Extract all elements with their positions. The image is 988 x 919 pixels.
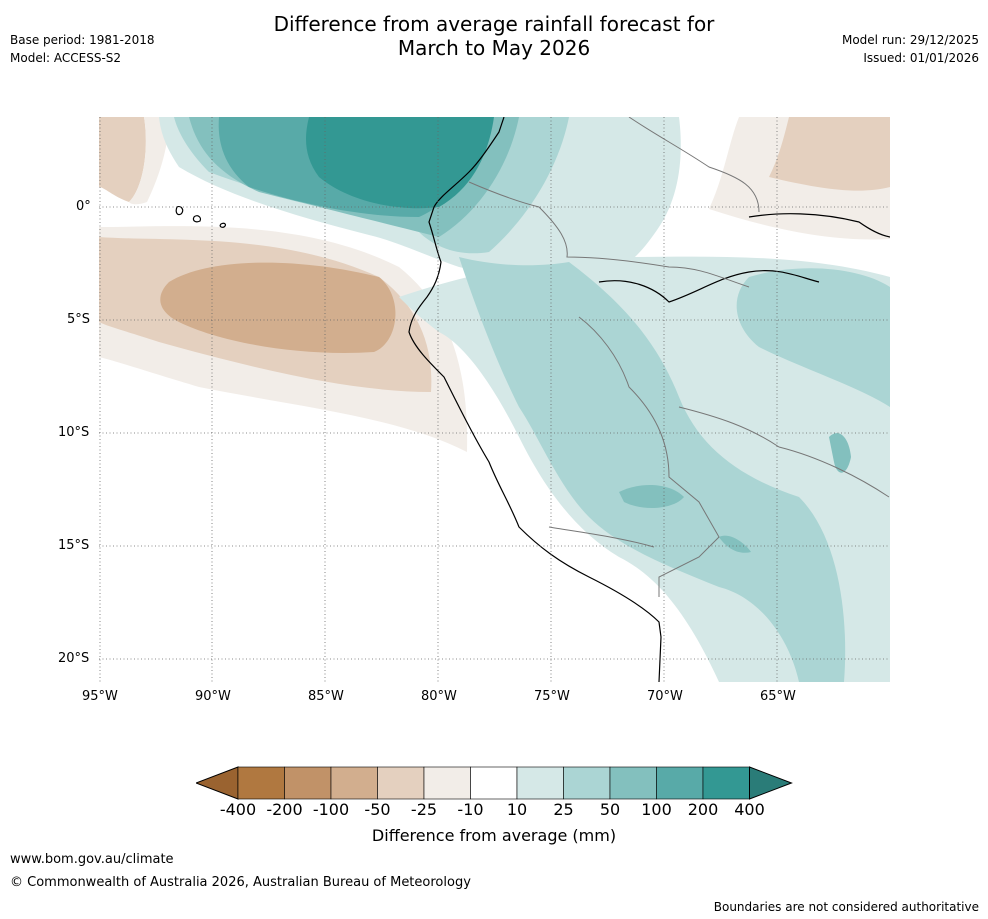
colorbar-tick-label: -100: [312, 800, 350, 819]
issued-date: Issued: 01/01/2026: [863, 51, 979, 65]
boundary-disclaimer: Boundaries are not considered authoritat…: [713, 900, 979, 914]
colorbar-swatch: [470, 766, 518, 800]
dry-region-northwest-light: [129, 117, 169, 205]
colorbar-swatch: [377, 766, 425, 800]
colorbar-swatch: [516, 766, 564, 800]
colorbar-swatch: [702, 766, 750, 800]
colorbar-extend-high: [749, 766, 793, 800]
colorbar-tick-label: 100: [641, 800, 672, 819]
title-line-2: March to May 2026: [397, 36, 591, 60]
lon-label-90w: 90°W: [195, 689, 231, 704]
colorbar: [196, 766, 793, 800]
lon-label-70w: 70°W: [647, 689, 683, 704]
model-run: Model run: 29/12/2025: [841, 33, 979, 47]
dry-region-northeast: [769, 117, 890, 191]
graticule: [99, 117, 890, 682]
wet-region-patch-2: [829, 433, 851, 473]
colorbar-swatch: [563, 766, 611, 800]
colorbar-tick-label: -400: [219, 800, 257, 819]
colorbar-swatch: [656, 766, 704, 800]
base-period: Base period: 1981-2018: [10, 33, 155, 47]
colorbar-tick-label: -25: [410, 800, 438, 819]
lon-label-85w: 85°W: [308, 689, 344, 704]
colorbar-swatch: [609, 766, 657, 800]
dry-region-strong: [160, 262, 396, 353]
page-title: Difference from average rainfall forecas…: [0, 12, 988, 60]
colorbar-label: Difference from average (mm): [371, 826, 617, 845]
coastline-amazon-river: [598, 270, 820, 303]
country-borders: [468, 117, 890, 597]
wet-region-patch-3: [719, 535, 751, 553]
coastline-caribbean: [748, 213, 890, 238]
lat-label-15s: 15°S: [58, 538, 90, 553]
colorbar-swatch: [284, 766, 332, 800]
lat-label-20s: 20°S: [58, 651, 90, 666]
lat-label-0: 0°: [76, 199, 91, 214]
colorbar-swatch: [237, 766, 285, 800]
lon-label-65w: 65°W: [760, 689, 796, 704]
lon-label-95w: 95°W: [82, 689, 118, 704]
title-line-1: Difference from average rainfall forecas…: [273, 12, 715, 36]
copyright: © Commonwealth of Australia 2026, Austra…: [10, 875, 471, 890]
lon-label-80w: 80°W: [421, 689, 457, 704]
dry-region-northwest: [99, 117, 146, 202]
wet-region-medium-east-2: [736, 268, 890, 407]
website-url: www.bom.gov.au/climate: [10, 852, 174, 867]
lat-label-10s: 10°S: [58, 425, 90, 440]
colorbar-extend-low: [196, 766, 239, 800]
colorbar-tick-label: -10: [457, 800, 484, 819]
colorbar-tick-label: 200: [687, 800, 719, 819]
colorbar-tick-label: 25: [553, 800, 574, 819]
colorbar-tick-label: 400: [734, 800, 765, 819]
lon-label-75w: 75°W: [534, 689, 570, 704]
colorbar-swatch: [330, 766, 378, 800]
colorbar-tick-label: -50: [364, 800, 391, 819]
wet-region-patch-1: [619, 485, 684, 509]
model-name: Model: ACCESS-S2: [10, 51, 122, 65]
lat-label-5s: 5°S: [67, 312, 91, 327]
colorbar-tick-label: -200: [266, 800, 303, 819]
colorbar-tick-label: 50: [599, 800, 621, 819]
rainfall-map: [99, 117, 890, 682]
wet-region-medium-east: [459, 257, 846, 682]
colorbar-tick-label: 10: [506, 800, 528, 819]
wet-region-extreme-north: [306, 117, 494, 209]
colorbar-swatch: [423, 766, 471, 800]
